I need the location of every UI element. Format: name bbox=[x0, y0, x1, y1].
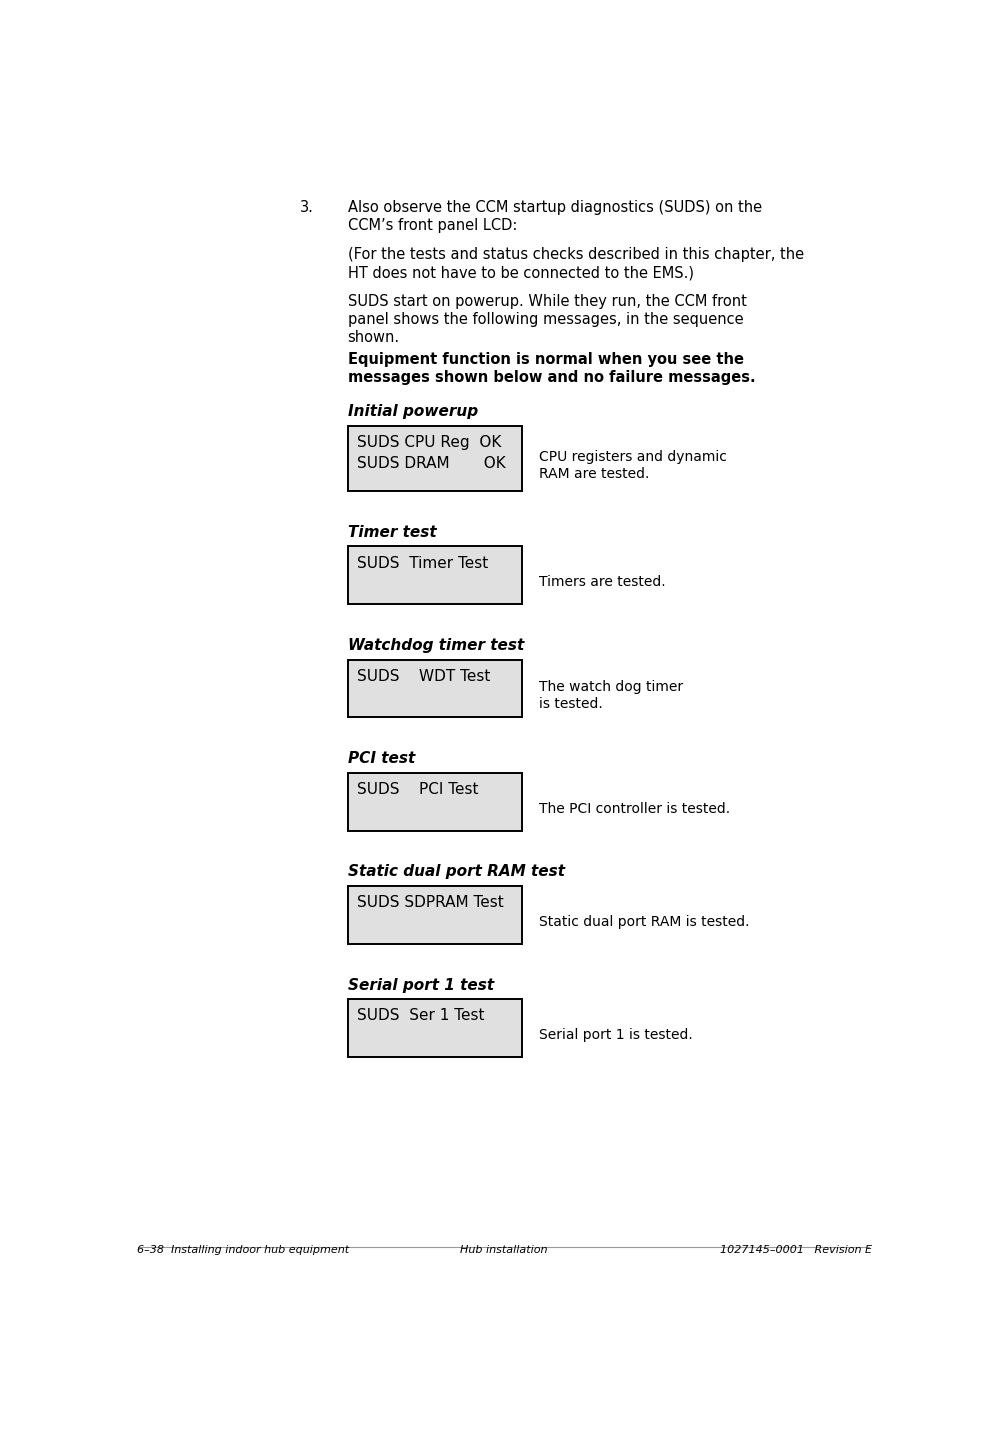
Text: The watch dog timer: The watch dog timer bbox=[539, 680, 683, 694]
Text: Initial powerup: Initial powerup bbox=[348, 404, 477, 419]
Text: Static dual port RAM is tested.: Static dual port RAM is tested. bbox=[539, 915, 749, 929]
FancyBboxPatch shape bbox=[348, 426, 521, 492]
FancyBboxPatch shape bbox=[348, 999, 521, 1057]
Text: Equipment function is normal when you see the: Equipment function is normal when you se… bbox=[348, 352, 743, 367]
FancyBboxPatch shape bbox=[348, 546, 521, 604]
Text: 6–38  Installing indoor hub equipment: 6–38 Installing indoor hub equipment bbox=[136, 1245, 349, 1255]
Text: Serial port 1 test: Serial port 1 test bbox=[348, 977, 494, 993]
Text: (For the tests and status checks described in this chapter, the: (For the tests and status checks describ… bbox=[348, 247, 803, 262]
Text: SUDS start on powerup. While they run, the CCM front: SUDS start on powerup. While they run, t… bbox=[348, 294, 746, 309]
Text: SUDS  Timer Test: SUDS Timer Test bbox=[356, 556, 488, 570]
Text: is tested.: is tested. bbox=[539, 697, 603, 712]
Text: SUDS DRAM       OK: SUDS DRAM OK bbox=[356, 456, 506, 472]
Text: Hub installation: Hub installation bbox=[460, 1245, 547, 1255]
Text: Timer test: Timer test bbox=[348, 524, 436, 540]
Text: Serial port 1 is tested.: Serial port 1 is tested. bbox=[539, 1027, 692, 1042]
Text: Watchdog timer test: Watchdog timer test bbox=[348, 639, 523, 653]
Text: panel shows the following messages, in the sequence: panel shows the following messages, in t… bbox=[348, 312, 743, 327]
Text: messages shown below and no failure messages.: messages shown below and no failure mess… bbox=[348, 370, 755, 386]
Text: SUDS    PCI Test: SUDS PCI Test bbox=[356, 782, 478, 797]
Text: Timers are tested.: Timers are tested. bbox=[539, 576, 666, 589]
Text: HT does not have to be connected to the EMS.): HT does not have to be connected to the … bbox=[348, 264, 693, 280]
Text: 3.: 3. bbox=[300, 200, 313, 214]
Text: CPU registers and dynamic: CPU registers and dynamic bbox=[539, 450, 727, 464]
FancyBboxPatch shape bbox=[348, 886, 521, 943]
Text: 1027145–0001   Revision E: 1027145–0001 Revision E bbox=[720, 1245, 872, 1255]
Text: SUDS SDPRAM Test: SUDS SDPRAM Test bbox=[356, 896, 504, 910]
Text: The PCI controller is tested.: The PCI controller is tested. bbox=[539, 802, 730, 816]
Text: SUDS CPU Reg  OK: SUDS CPU Reg OK bbox=[356, 434, 501, 450]
Text: SUDS  Ser 1 Test: SUDS Ser 1 Test bbox=[356, 1009, 484, 1023]
Text: PCI test: PCI test bbox=[348, 752, 414, 766]
FancyBboxPatch shape bbox=[348, 773, 521, 830]
Text: shown.: shown. bbox=[348, 330, 400, 344]
FancyBboxPatch shape bbox=[348, 660, 521, 717]
Text: Also observe the CCM startup diagnostics (SUDS) on the: Also observe the CCM startup diagnostics… bbox=[348, 200, 762, 214]
Text: Static dual port RAM test: Static dual port RAM test bbox=[348, 865, 565, 879]
Text: CCM’s front panel LCD:: CCM’s front panel LCD: bbox=[348, 219, 517, 233]
Text: SUDS    WDT Test: SUDS WDT Test bbox=[356, 669, 490, 684]
Text: RAM are tested.: RAM are tested. bbox=[539, 467, 649, 480]
